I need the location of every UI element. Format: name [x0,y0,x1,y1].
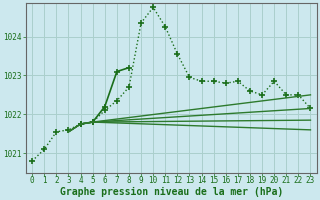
X-axis label: Graphe pression niveau de la mer (hPa): Graphe pression niveau de la mer (hPa) [60,186,283,197]
